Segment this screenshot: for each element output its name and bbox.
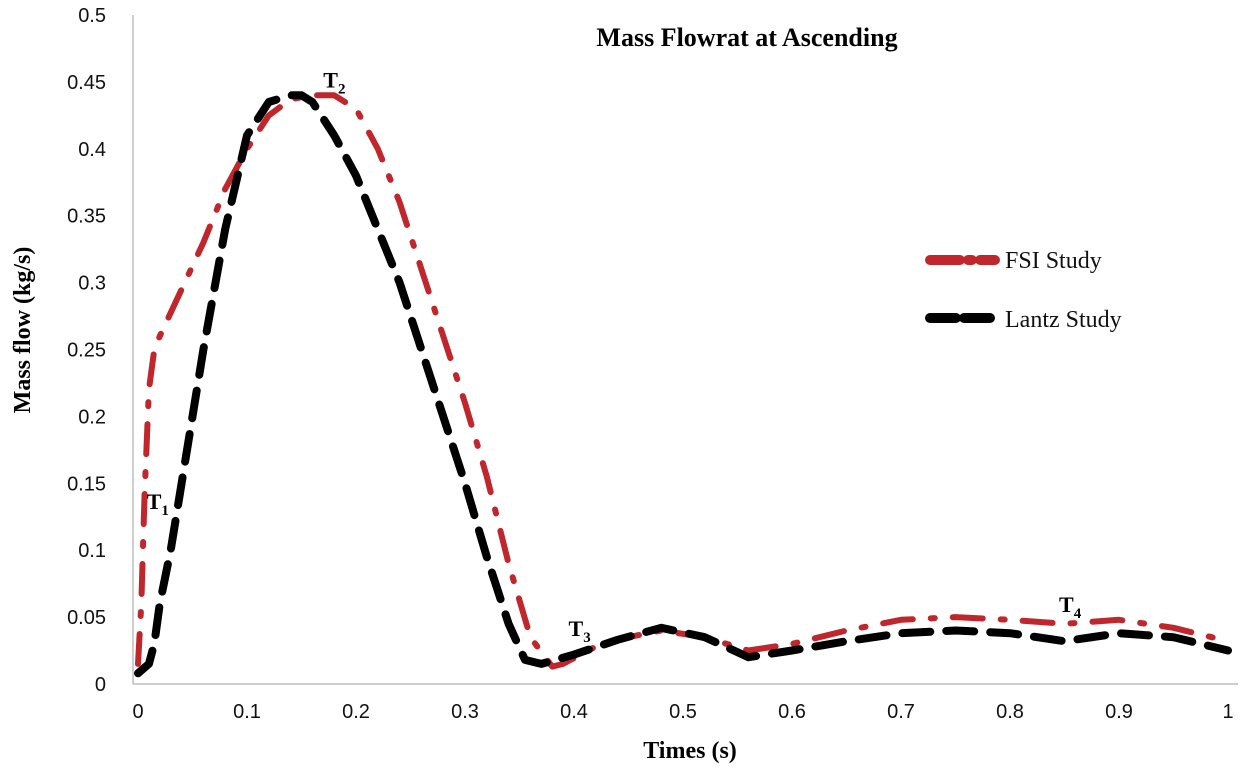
data-point-fsi-study xyxy=(152,348,156,352)
y-tick-label: 0.5 xyxy=(78,5,106,27)
x-tick-label: 0.6 xyxy=(778,701,806,723)
annotation-t2: T2 xyxy=(323,67,345,97)
data-point-fsi-study xyxy=(1226,639,1230,643)
annotation-label: T xyxy=(569,616,584,641)
data-point-fsi-study xyxy=(354,107,358,111)
data-point-fsi-study xyxy=(1008,618,1012,622)
x-tick-label: 0.8 xyxy=(996,701,1024,723)
x-tick-label: 0.5 xyxy=(669,701,697,723)
x-tick-label: 0 xyxy=(132,701,143,723)
annotation-t3: T3 xyxy=(569,616,591,646)
y-tick-labels: 0 0.05 0.1 0.15 0.2 0.25 0.3 0.35 0.4 0.45 0.5 xyxy=(67,5,106,696)
x-tick-label: 0.3 xyxy=(451,701,479,723)
legend-label-fsi-study: FSI Study xyxy=(1005,248,1102,274)
annotation-label: T xyxy=(1059,592,1074,617)
series-line-lantz-study xyxy=(134,91,1232,678)
legend-label-lantz-study: Lantz Study xyxy=(1005,307,1122,333)
annotation-subscript: 2 xyxy=(338,81,346,97)
data-point-fsi-study xyxy=(147,388,151,392)
y-tick-label: 0.15 xyxy=(67,473,106,495)
data-point-fsi-study xyxy=(528,635,532,639)
y-axis-label: Mass flow (kg/s) xyxy=(10,247,36,414)
legend: FSI Study Lantz Study xyxy=(925,248,1122,333)
y-tick-label: 0.2 xyxy=(78,406,106,428)
y-tick-label: 0.25 xyxy=(67,340,106,362)
annotation-t1: T1 xyxy=(147,489,169,519)
y-tick-label: 0 xyxy=(95,674,106,696)
series-lines xyxy=(134,91,1232,678)
y-tick-label: 0.1 xyxy=(78,540,106,562)
y-tick-label: 0.4 xyxy=(78,139,106,161)
data-point-fsi-study xyxy=(1063,622,1067,626)
x-axis-label: Times (s) xyxy=(643,738,737,764)
x-tick-label: 0.4 xyxy=(560,701,588,723)
x-tick-label: 0.7 xyxy=(887,701,915,723)
chart-title: Mass Flowrat at Ascending xyxy=(596,23,897,52)
x-tick-label: 1 xyxy=(1222,701,1233,723)
axes xyxy=(132,15,1238,685)
x-tick-label: 0.2 xyxy=(342,701,370,723)
annotation-label: T xyxy=(323,67,338,92)
data-point-lantz-study xyxy=(376,227,380,231)
annotation-label: T xyxy=(147,489,162,514)
annotation-subscript: 4 xyxy=(1074,606,1082,622)
series-line-fsi-study xyxy=(135,92,1231,670)
y-tick-label: 0.35 xyxy=(67,206,106,228)
x-tick-label: 0.9 xyxy=(1105,701,1133,723)
y-tick-label: 0.45 xyxy=(67,72,106,94)
annotation-subscript: 3 xyxy=(583,630,591,646)
data-point-fsi-study xyxy=(139,602,143,606)
annotation-t4: T4 xyxy=(1059,592,1082,622)
y-tick-label: 0.05 xyxy=(67,607,106,629)
data-point-lantz-study xyxy=(152,642,156,646)
x-tick-label: 0.1 xyxy=(233,701,261,723)
x-tick-labels: 0 0.1 0.2 0.3 0.4 0.5 0.6 0.7 0.8 0.9 1 xyxy=(132,701,1233,723)
y-tick-label: 0.3 xyxy=(78,273,106,295)
annotation-subscript: 1 xyxy=(161,503,169,519)
